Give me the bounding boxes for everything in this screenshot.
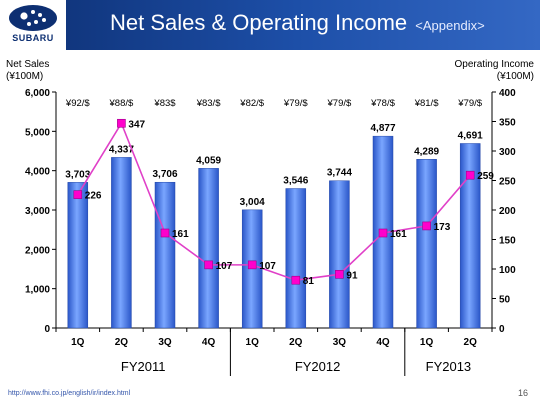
line-marker [378,228,388,238]
bar-value-label: 4,289 [414,146,439,157]
x-category-label: 3Q [333,337,347,348]
bar [198,168,219,329]
left-axis-title: Net Sales (¥100M) [6,59,49,83]
bar [111,157,132,329]
exchange-rate-label: ¥78/$ [370,98,395,109]
pleiades-star-icon [9,5,57,31]
title-text: Net Sales & Operating Income [110,10,408,35]
bar [416,159,437,329]
exchange-rate-label: ¥92/$ [65,98,90,109]
bar-value-label: 4,337 [109,144,134,155]
line-value-label: 259 [477,171,494,182]
exchange-rate-label: ¥82/$ [239,98,264,109]
right-axis-label: Operating Income [454,59,535,70]
line-value-label: 173 [434,222,451,233]
bar [329,180,350,329]
line-value-label: 161 [390,229,407,240]
title-subtitle: <Appendix> [415,18,485,33]
right-tick-label: 350 [499,118,516,129]
right-tick-label: 200 [499,206,516,217]
line-marker [73,190,83,199]
operating-income-line [77,121,471,282]
x-category-label: 1Q [71,337,85,348]
left-axis-unit: (¥100M) [6,71,44,82]
exchange-rate-label: ¥83/$ [196,98,221,109]
line-value-label: 161 [172,229,189,240]
x-category-label: 3Q [158,337,172,348]
right-tick-label: 150 [499,236,516,247]
line-value-label: 107 [259,261,276,272]
left-tick-label: 1,000 [25,285,50,296]
exchange-rate-label: ¥83$ [153,98,176,109]
brand-name: SUBARU [12,33,54,43]
line-marker [160,228,170,238]
right-tick-label: 0 [499,324,505,335]
right-tick-label: 250 [499,177,516,188]
line-marker [204,260,213,270]
right-axis-unit: (¥100M) [496,71,534,82]
line-marker [335,270,344,279]
bar-value-label: 4,059 [196,155,221,166]
x-category-label: 2Q [464,337,478,348]
line-value-label: 347 [128,119,145,130]
line-marker [117,118,126,128]
exchange-rate-label: ¥79/$ [457,98,482,109]
exchange-rate-label: ¥79/$ [327,98,352,109]
x-category-label: 4Q [376,337,390,348]
bar-value-label: 3,546 [283,176,308,187]
left-axis-label: Net Sales [6,59,50,70]
footer-url[interactable]: http://www.fhi.co.jp/english/ir/index.ht… [8,390,131,397]
left-tick-label: 3,000 [25,206,50,217]
bar [154,181,176,329]
left-tick-label: 0 [44,324,50,335]
page-number: 16 [517,388,528,398]
fiscal-year-label: FY2012 [295,359,341,374]
bar [459,143,481,329]
x-category-label: 2Q [115,337,129,348]
bar [67,182,89,329]
x-category-label: 1Q [246,337,260,348]
left-tick-label: 4,000 [25,167,50,178]
right-tick-label: 400 [499,88,516,99]
subaru-logo: SUBARU [0,0,66,50]
exchange-rate-label: ¥88/$ [109,98,134,109]
line-value-label: 91 [346,270,358,281]
header-bar: SUBARU Net Sales & Operating Income <App… [0,0,540,50]
bar-value-label: 3,004 [240,197,265,208]
fiscal-year-label: FY2013 [426,359,472,374]
line-marker [247,260,257,270]
line-marker [465,170,475,180]
fiscal-year-label: FY2011 [121,359,166,374]
bar-value-label: 4,691 [458,130,483,141]
exchange-rate-label: ¥79/$ [283,98,308,109]
right-tick-label: 300 [499,147,516,158]
bar-value-label: 4,877 [370,123,395,134]
exchange-rate-label: ¥81/$ [414,98,439,109]
right-tick-label: 50 [499,295,511,306]
left-tick-label: 2,000 [25,245,50,256]
x-category-label: 4Q [202,337,216,348]
line-value-label: 107 [216,261,233,272]
line-marker [291,275,301,285]
bar [285,188,307,329]
left-tick-label: 6,000 [25,88,50,99]
page-title: Net Sales & Operating Income <Appendix> [110,10,485,36]
bar-value-label: 3,744 [327,168,352,179]
line-marker [422,221,431,231]
bar-value-label: 3,706 [152,169,177,180]
left-tick-label: 5,000 [25,127,50,138]
line-value-label: 81 [303,276,315,287]
x-category-label: 1Q [420,337,434,348]
bar-value-label: 3,703 [65,169,90,180]
right-tick-label: 100 [499,265,516,276]
right-axis-title: Operating Income (¥100M) [455,59,535,83]
line-value-label: 226 [85,191,102,202]
x-category-label: 2Q [289,337,303,348]
